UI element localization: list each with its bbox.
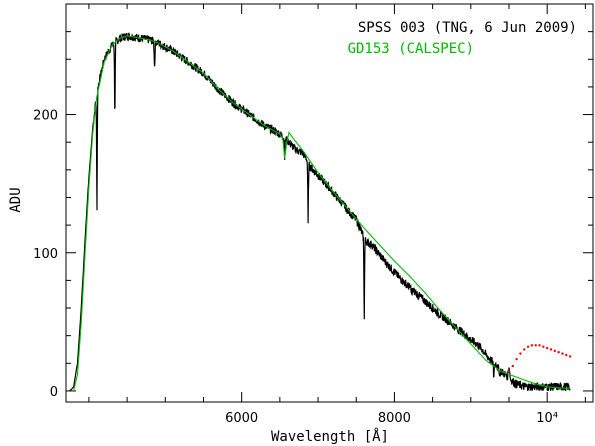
data-point: [526, 345, 530, 348]
data-point: [553, 349, 557, 353]
legend-entry-gd153: GD153 (CALSPEC): [348, 41, 474, 57]
data-point: [515, 357, 518, 361]
data-point: [534, 344, 537, 347]
data-point: [507, 370, 511, 373]
data-point: [557, 351, 560, 354]
y-tick-label: 0: [50, 385, 58, 400]
data-point: [568, 355, 572, 358]
data-point: [549, 348, 553, 351]
data-point: [565, 353, 568, 357]
series-line: [69, 32, 571, 392]
data-point: [561, 352, 564, 355]
data-point: [545, 346, 549, 350]
x-tick-label: 6000: [225, 411, 258, 426]
y-tick-label: 200: [33, 109, 58, 124]
series-2: [507, 344, 572, 373]
data-point: [523, 348, 526, 351]
plot-frame: [65, 3, 594, 403]
data-point: [538, 344, 541, 347]
y-tick-label: 100: [33, 247, 58, 262]
x-axis-title: Wavelength [Å]: [271, 428, 389, 445]
data-point: [530, 344, 534, 347]
series-layer: [69, 32, 572, 392]
series-0: [69, 32, 571, 392]
data-point: [511, 364, 515, 368]
x-tick-label: 8000: [378, 411, 411, 426]
data-point: [519, 352, 522, 355]
axis-ticks: [66, 3, 593, 402]
legend-entry-spss003: SPSS 003 (TNG, 6 Jun 2009): [358, 20, 577, 36]
series-line: [73, 35, 571, 392]
x-tick-label: 10⁴: [536, 411, 558, 426]
data-point: [542, 345, 545, 348]
axis-tick-labels: 6000 8000 10⁴ 0 100 200: [33, 109, 558, 426]
series-1: [73, 35, 571, 392]
y-axis-title: ADU: [8, 187, 24, 212]
